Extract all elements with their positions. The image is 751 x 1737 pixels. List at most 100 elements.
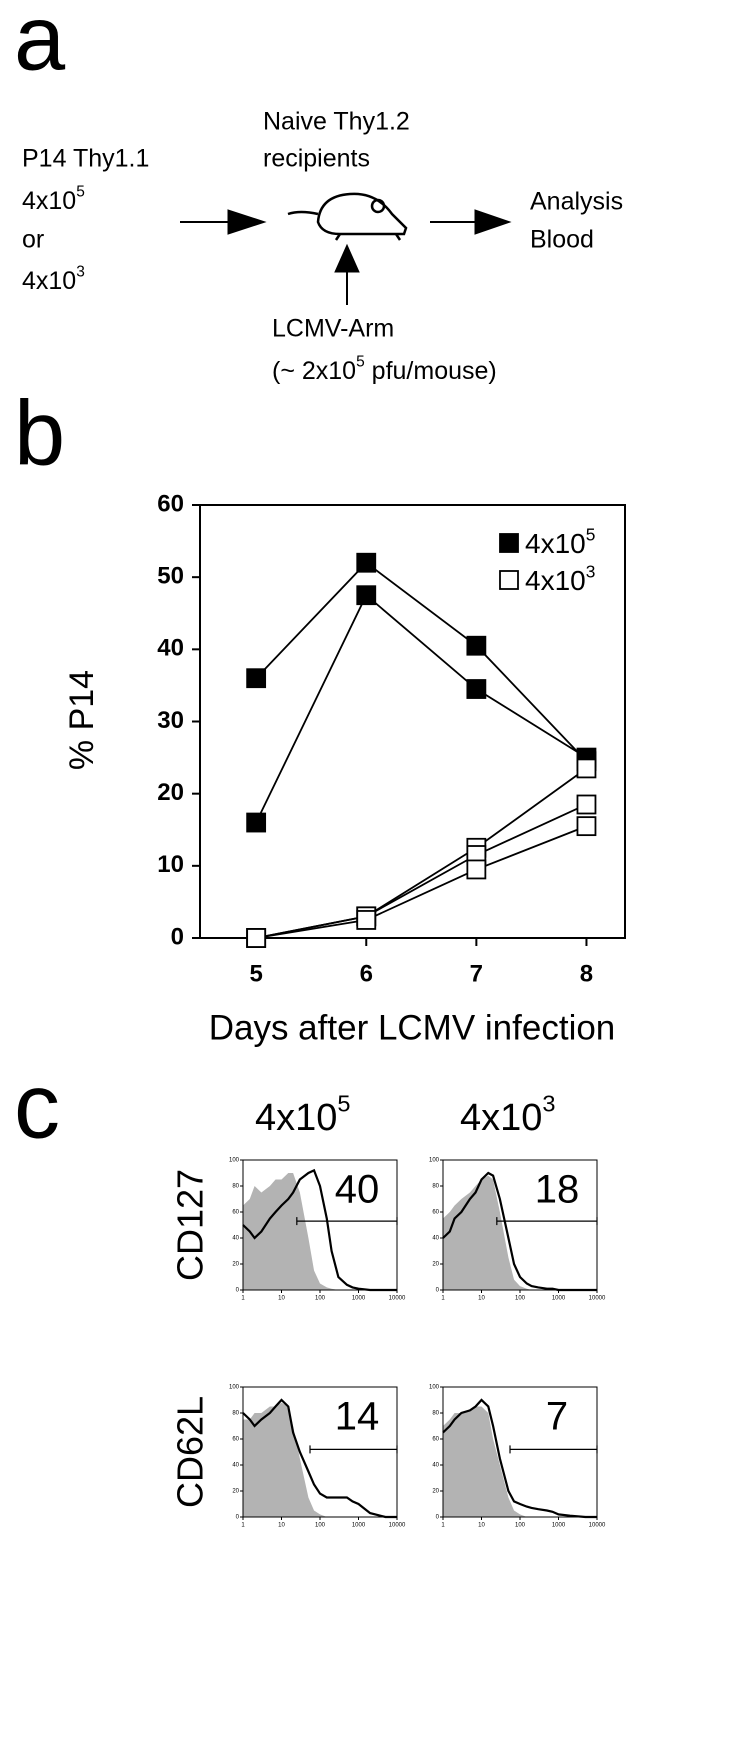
panel-label: b	[14, 382, 65, 484]
column-label: 4x105	[255, 1091, 351, 1139]
y-tick-label: 60	[432, 1210, 439, 1216]
histogram-line	[242, 1398, 397, 1519]
series-line	[255, 803, 587, 939]
arrow-head	[227, 209, 267, 235]
text-part: 4x10	[255, 1097, 337, 1139]
arrow-head	[474, 209, 512, 235]
gate-percent: 7	[546, 1395, 568, 1439]
marker	[246, 812, 267, 833]
x-tick-label: 100	[515, 1296, 526, 1302]
recipient-text: recipients	[263, 145, 370, 173]
x-tick-label: 1	[241, 1296, 245, 1302]
y-tick-label: 0	[236, 1288, 240, 1294]
superscript: 3	[586, 561, 596, 581]
gate-percent: 40	[335, 1168, 380, 1212]
y-tick-label: 40	[432, 1236, 439, 1242]
y-tick-label: 40	[232, 1463, 239, 1469]
series-line	[255, 767, 587, 939]
series-line	[256, 825, 587, 939]
text-part: 4x10	[525, 528, 586, 559]
panel-label: c	[14, 1055, 60, 1157]
y-tick-label: 80	[232, 1411, 239, 1417]
histogram-area	[243, 1402, 397, 1517]
y-tick-label: 50	[157, 563, 184, 590]
x-tick-label: 10000	[389, 1523, 406, 1529]
x-tick-label: 10	[278, 1296, 285, 1302]
superscript: 3	[76, 264, 85, 281]
marker	[466, 859, 487, 880]
mouse	[287, 192, 408, 241]
x-tick-label: 100	[315, 1523, 326, 1529]
y-axis-label: % P14	[63, 670, 101, 770]
marker	[576, 816, 597, 837]
x-tick-label: 100	[515, 1523, 526, 1529]
donor-dose: 4x105	[22, 184, 85, 215]
text-part: 4x10	[22, 267, 76, 295]
superscript: 5	[356, 354, 365, 371]
infection-text: LCMV-Arm	[272, 315, 394, 343]
x-tick-label: 7	[470, 960, 483, 987]
text-part: (~ 2x10	[272, 357, 356, 385]
legend-label: 4x105	[525, 524, 595, 559]
panel-label: a	[14, 0, 66, 89]
histogram-line	[242, 1168, 397, 1292]
y-tick-label: 60	[157, 490, 184, 517]
x-tick-label: 1000	[552, 1523, 566, 1529]
histogram-line	[442, 1171, 597, 1292]
mouse-body	[316, 192, 408, 236]
y-tick-label: 80	[232, 1184, 239, 1190]
y-tick-label: 80	[432, 1411, 439, 1417]
y-tick-label: 100	[429, 1385, 440, 1391]
arrow-head	[334, 243, 360, 273]
legend-label: 4x103	[525, 561, 595, 596]
x-tick-label: 1	[441, 1523, 445, 1529]
y-tick-label: 10	[157, 851, 184, 878]
y-tick-label: 0	[171, 923, 184, 950]
x-tick-label: 10000	[589, 1296, 606, 1302]
text-part: 4x10	[460, 1097, 542, 1139]
histogram-area	[443, 1406, 597, 1517]
text-part: 4x10	[525, 565, 586, 596]
y-tick-label: 20	[232, 1262, 239, 1268]
x-tick-label: 10000	[389, 1296, 406, 1302]
mouse-ear	[370, 198, 386, 214]
marker	[356, 552, 377, 573]
series-line	[255, 593, 587, 823]
marker	[246, 668, 267, 689]
row-label: CD127	[170, 1169, 211, 1281]
column-label: 4x103	[460, 1091, 556, 1139]
x-tick-label: 10	[478, 1523, 485, 1529]
y-tick-label: 60	[232, 1437, 239, 1443]
x-tick-label: 1	[241, 1523, 245, 1529]
x-axis-label: Days after LCMV infection	[209, 1008, 616, 1047]
y-tick-label: 20	[432, 1262, 439, 1268]
x-tick-label: 5	[249, 960, 262, 987]
histogram-area	[243, 1173, 397, 1290]
y-tick-label: 100	[229, 1158, 240, 1164]
y-tick-label: 40	[157, 635, 184, 662]
marker	[356, 585, 377, 606]
y-tick-label: 0	[436, 1515, 440, 1521]
y-tick-label: 80	[432, 1184, 439, 1190]
x-tick-label: 1000	[552, 1296, 566, 1302]
infection-dose: (~ 2x105 pfu/mouse)	[272, 354, 497, 385]
superscript: 5	[337, 1091, 350, 1117]
histogram-area	[443, 1175, 597, 1290]
x-tick-label: 1	[441, 1296, 445, 1302]
gate-percent: 18	[535, 1168, 580, 1212]
y-tick-label: 40	[232, 1236, 239, 1242]
marker	[466, 635, 487, 656]
mouse-leg	[334, 233, 342, 241]
legend-marker	[499, 570, 519, 590]
y-tick-label: 20	[157, 779, 184, 806]
diagram-shapes	[180, 192, 512, 305]
donor-or: or	[22, 226, 44, 254]
series-line	[255, 561, 588, 762]
analysis-text: Blood	[530, 226, 594, 254]
x-tick-label: 1000	[352, 1523, 366, 1529]
y-tick-label: 30	[157, 707, 184, 734]
y-tick-label: 0	[436, 1288, 440, 1294]
y-tick-label: 100	[429, 1158, 440, 1164]
superscript: 5	[586, 524, 596, 544]
